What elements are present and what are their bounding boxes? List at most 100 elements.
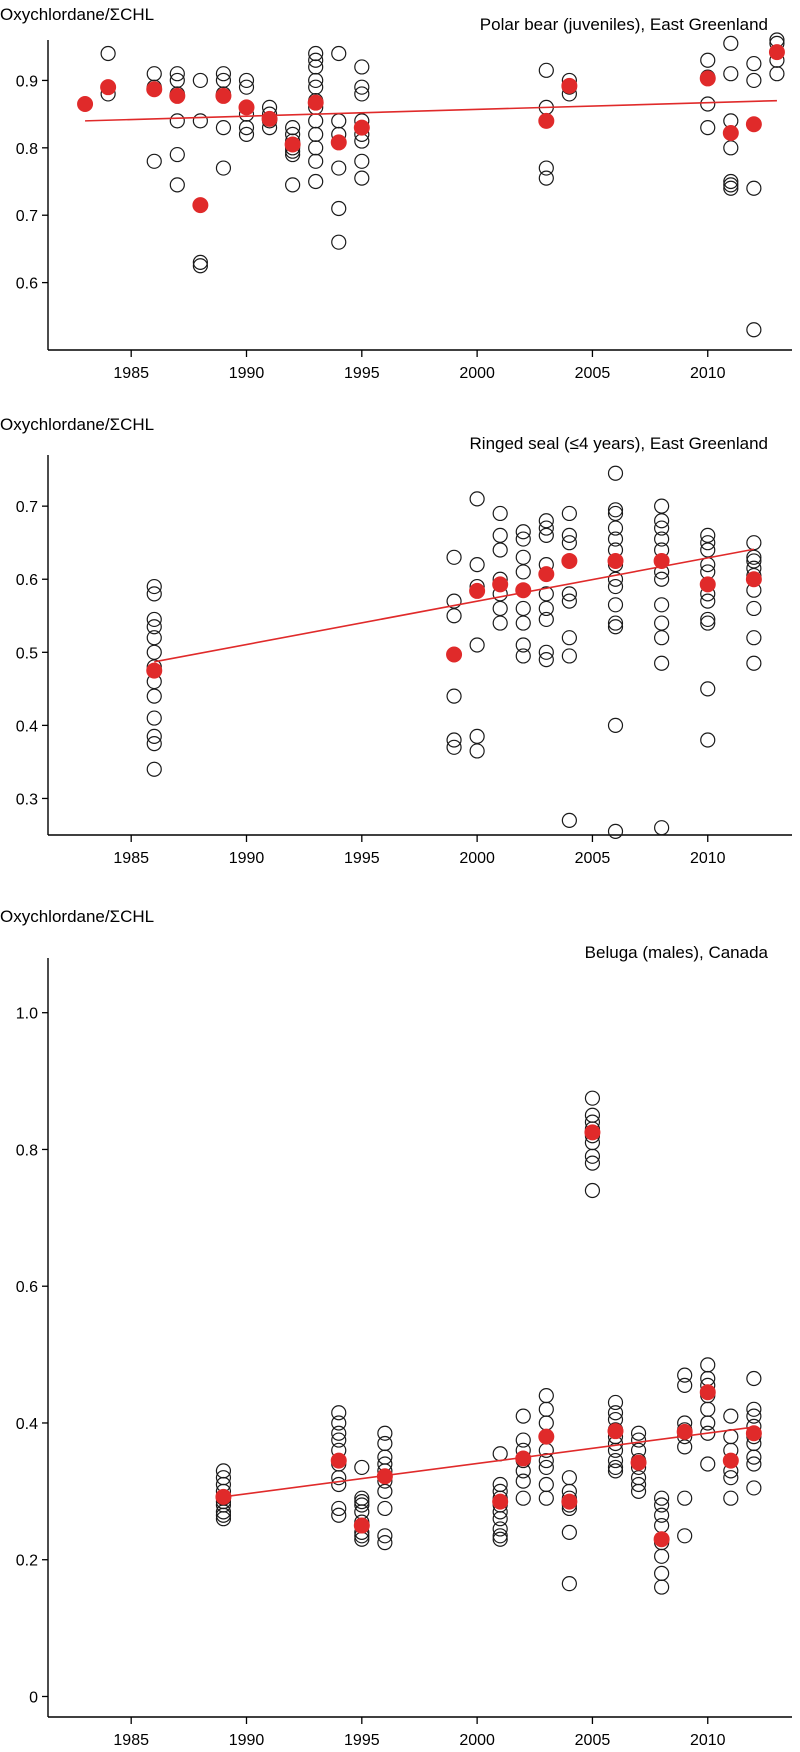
ringed-seal-x-tick-label: 2000 bbox=[459, 850, 495, 867]
polar-bear-individual-point bbox=[308, 140, 324, 156]
polar-bear-individual-point bbox=[308, 126, 324, 142]
beluga-individual-point bbox=[538, 1476, 554, 1493]
ringed-seal-individual-point bbox=[469, 728, 485, 744]
polar-bear-individual-point bbox=[723, 173, 739, 190]
beluga-annual-mean-point bbox=[492, 1493, 509, 1510]
ringed-seal-individual-point bbox=[746, 600, 762, 617]
ringed-seal-individual-point bbox=[469, 491, 485, 507]
beluga-y-tick-label: 0.4 bbox=[16, 1416, 38, 1433]
polar-bear-individual-point bbox=[192, 113, 208, 129]
beluga-individual-point bbox=[746, 1401, 762, 1417]
ringed-seal-annual-mean-point bbox=[146, 662, 163, 679]
ringed-seal-individual-point bbox=[654, 520, 670, 536]
ringed-seal-individual-point bbox=[607, 619, 624, 635]
polar-bear-individual-point bbox=[354, 153, 370, 169]
ringed-seal-individual-point bbox=[607, 531, 624, 547]
beluga-individual-point bbox=[723, 1429, 739, 1445]
ringed-seal-individual-point bbox=[469, 743, 485, 759]
beluga-individual-point bbox=[654, 1490, 670, 1506]
polar-bear-individual-point bbox=[538, 160, 554, 176]
beluga-y-tick-label: 1.0 bbox=[16, 1006, 38, 1023]
ringed-seal-y-tick-label: 0.5 bbox=[16, 645, 38, 662]
ringed-seal-individual-point bbox=[515, 549, 531, 565]
polar-bear-individual-point bbox=[331, 113, 347, 129]
ringed-seal-individual-point bbox=[469, 637, 485, 653]
polar-bear-annual-mean-point bbox=[745, 116, 762, 133]
beluga-individual-point bbox=[492, 1446, 508, 1462]
beluga-individual-point bbox=[607, 1459, 624, 1476]
ringed-seal-individual-point bbox=[654, 498, 670, 514]
polar-bear-annual-mean-point bbox=[238, 99, 255, 116]
polar-bear-individual-point bbox=[723, 177, 739, 193]
beluga-individual-point bbox=[215, 1504, 232, 1520]
polar-bear-individual-point bbox=[723, 140, 739, 156]
polar-bear-individual-point bbox=[538, 170, 554, 186]
ringed-seal-individual-point bbox=[515, 524, 531, 540]
ringed-seal-ylabel: Oxychlordane/ΣCHL bbox=[0, 415, 154, 434]
polar-bear-points bbox=[77, 32, 785, 338]
ringed-seal-individual-point bbox=[746, 553, 762, 569]
ringed-seal-individual-point bbox=[492, 600, 508, 617]
polar-bear-annual-mean-point bbox=[768, 44, 785, 61]
beluga-annual-mean-point bbox=[330, 1452, 347, 1469]
polar-bear-trend-line bbox=[85, 99, 777, 122]
polar-bear-ylabel: Oxychlordane/ΣCHL bbox=[0, 5, 154, 24]
ringed-seal-individual-point bbox=[561, 812, 577, 828]
ringed-seal-individual-point bbox=[146, 761, 162, 777]
ringed-seal-annual-mean-point bbox=[492, 576, 509, 593]
ringed-seal-y-tick-label: 0.6 bbox=[16, 572, 38, 589]
polar-bear-annual-mean-point bbox=[146, 81, 163, 98]
ringed-seal-individual-point bbox=[654, 597, 670, 613]
beluga-individual-point bbox=[331, 1470, 347, 1486]
polar-bear-individual-point bbox=[538, 62, 554, 78]
polar-bear-annual-mean-point bbox=[261, 110, 278, 127]
beluga-individual-point bbox=[677, 1439, 693, 1455]
ringed-seal-individual-point bbox=[515, 648, 531, 664]
ringed-seal-individual-point bbox=[746, 655, 762, 671]
ringed-seal-individual-point bbox=[146, 710, 162, 726]
polar-bear-individual-point bbox=[331, 160, 347, 176]
beluga-annual-mean-point bbox=[515, 1450, 532, 1467]
polar-bear-x-tick-label: 1995 bbox=[344, 365, 380, 382]
beluga-individual-point bbox=[377, 1435, 393, 1452]
polar-bear-individual-point bbox=[285, 177, 301, 193]
beluga-individual-point bbox=[377, 1483, 393, 1499]
beluga-individual-point bbox=[677, 1528, 693, 1544]
beluga-individual-point bbox=[607, 1452, 624, 1469]
polar-bear-annual-mean-point bbox=[561, 77, 578, 94]
polar-bear-individual-point bbox=[723, 35, 739, 51]
beluga-y-tick-label: 0 bbox=[29, 1689, 38, 1706]
beluga-individual-point bbox=[700, 1401, 716, 1417]
polar-bear-axes: 0.6 0.7 0.8 0.9 1985 1990 1995 2000 2005 2010 bbox=[16, 40, 792, 382]
ringed-seal-individual-point bbox=[146, 611, 162, 628]
ringed-seal-individual-point bbox=[515, 564, 531, 580]
polar-bear-individual-point bbox=[700, 52, 716, 68]
beluga-individual-point bbox=[331, 1415, 347, 1431]
polar-bear-y-tick-label: 0.6 bbox=[16, 276, 38, 293]
beluga-x-tick-label: 1995 bbox=[344, 1732, 380, 1749]
beluga-individual-point bbox=[746, 1449, 762, 1465]
beluga-x-tick-label: 2010 bbox=[690, 1732, 726, 1749]
ringed-seal-points bbox=[146, 465, 762, 839]
beluga-individual-point bbox=[354, 1497, 370, 1513]
beluga-individual-point bbox=[377, 1500, 393, 1517]
ringed-seal-individual-point bbox=[446, 593, 462, 609]
ringed-seal-individual-point bbox=[607, 502, 624, 518]
beluga-individual-point bbox=[630, 1483, 647, 1499]
polar-bear-individual-point bbox=[100, 45, 116, 62]
ringed-seal-individual-point bbox=[607, 571, 624, 587]
polar-bear-individual-point bbox=[723, 180, 739, 196]
polar-bear-individual-point bbox=[146, 153, 162, 169]
ringed-seal-individual-point bbox=[700, 681, 716, 697]
beluga-individual-point bbox=[492, 1521, 508, 1537]
beluga-annual-mean-point bbox=[653, 1531, 670, 1548]
polar-bear-individual-point bbox=[354, 79, 370, 95]
beluga-individual-point bbox=[561, 1524, 577, 1540]
beluga-individual-point bbox=[584, 1090, 601, 1106]
ringed-seal-individual-point bbox=[746, 535, 762, 551]
ringed-seal-individual-point bbox=[700, 615, 716, 631]
beluga-annual-mean-point bbox=[561, 1493, 578, 1510]
beluga-individual-point bbox=[538, 1401, 554, 1417]
polar-bear-individual-point bbox=[308, 113, 324, 129]
